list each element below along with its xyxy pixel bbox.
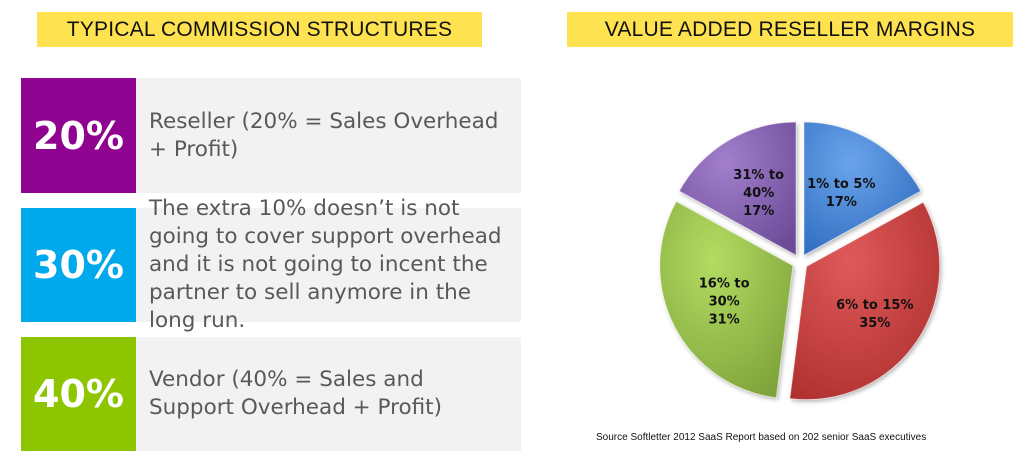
pie-slice-6-15 xyxy=(789,201,941,400)
commission-row-reseller: 20% Reseller (20% = Sales Overhead + Pro… xyxy=(21,78,521,193)
pie-label: 31% to 40% 17% xyxy=(733,168,784,219)
source-note: Source Softletter 2012 SaaS Report based… xyxy=(596,432,927,443)
commission-row-vendor: 40% Vendor (40% = Sales and Support Over… xyxy=(21,337,521,451)
commission-structures-title: TYPICAL COMMISSION STRUCTURES xyxy=(37,12,482,47)
pie-label: 1% to 5% 17% xyxy=(807,177,875,210)
commission-description: Vendor (40% = Sales and Support Overhead… xyxy=(136,337,521,451)
reseller-margins-title: VALUE ADDED RESELLER MARGINS xyxy=(567,12,1013,47)
commission-description: The extra 10% doesn’t is not going to co… xyxy=(136,196,521,333)
percent-badge: 20% xyxy=(21,78,136,193)
pie-slice-31-40 xyxy=(678,121,797,256)
pie-label: 16% to 30% 31% xyxy=(699,277,750,328)
pie-label: 6% to 15% 35% xyxy=(836,298,913,331)
commission-row-extra: 30% The extra 10% doesn’t is not going t… xyxy=(21,196,521,333)
pie-slice-1-5 xyxy=(803,121,922,256)
pie-slice-16-30 xyxy=(659,200,794,399)
percent-badge: 40% xyxy=(21,337,136,451)
commission-description: Reseller (20% = Sales Overhead + Profit) xyxy=(136,78,521,193)
percent-badge: 30% xyxy=(21,208,136,322)
